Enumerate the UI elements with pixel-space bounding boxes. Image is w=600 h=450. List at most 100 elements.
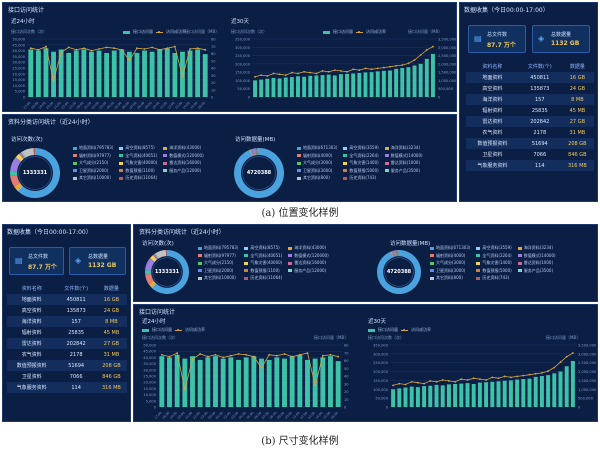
y2-tick-label: 1,000,000 bbox=[578, 388, 597, 392]
y2-tick-label: 70 bbox=[344, 351, 349, 355]
legend-swatch bbox=[119, 154, 124, 157]
bar bbox=[415, 387, 420, 407]
line-point bbox=[401, 64, 404, 66]
legend-swatch bbox=[384, 161, 389, 165]
x-tick-label: 12:00 bbox=[167, 101, 176, 110]
collect-panel-b: 数据收集（今日00:00-17:00） ▤ 总文件数 87.7 万个 ◈ 总数据… bbox=[2, 224, 131, 422]
table-row: 农气资料 2178 31 MB bbox=[21, 351, 120, 359]
bar bbox=[326, 74, 331, 97]
collect-table: 资料名称 文件数(个) 数据量 地面资料 450811 16 GB 高空资料 135873 24… bbox=[466, 61, 594, 171]
pie-slice bbox=[145, 270, 152, 275]
line-point bbox=[448, 380, 450, 382]
legend-swatch bbox=[384, 146, 389, 150]
pie-slice bbox=[250, 149, 254, 157]
x-tick-label: 14:00 bbox=[182, 101, 191, 110]
bar bbox=[51, 51, 56, 97]
x-tick-label: 01:00 bbox=[83, 101, 92, 110]
bar bbox=[134, 52, 140, 97]
bar bbox=[159, 356, 165, 407]
y-tick-label: 45,000 bbox=[12, 43, 25, 47]
line-point bbox=[392, 384, 394, 387]
legend-swatch bbox=[198, 246, 202, 250]
bar bbox=[403, 387, 408, 407]
line-point bbox=[466, 379, 469, 381]
legend-swatch bbox=[244, 269, 249, 272]
bar bbox=[157, 49, 163, 97]
card-files-b: ▤ 总文件数 87.7 万个 bbox=[9, 247, 64, 275]
pie-slice bbox=[14, 182, 23, 191]
line-point bbox=[166, 47, 169, 50]
bar bbox=[351, 73, 356, 97]
table-header: 资料名称 文件数(个) 数据量 bbox=[21, 286, 119, 292]
legend-item: 大气成分(3000) bbox=[430, 260, 470, 266]
y-tick-label: 5,000 bbox=[15, 90, 26, 94]
legend-swatch bbox=[244, 261, 249, 265]
x-tick-label: 15:00 bbox=[322, 411, 331, 420]
y2-tick-label: 20 bbox=[211, 81, 216, 85]
bar bbox=[320, 75, 325, 97]
port-panel-b: 接口访问统计 近24小时 近30天 接口访问量 访问成功率 接口访问量 访问成功… bbox=[133, 304, 598, 422]
legend-item: 高空资料(8575) bbox=[119, 145, 157, 151]
line-point bbox=[75, 48, 78, 51]
line-point bbox=[429, 380, 432, 382]
legend-swatch bbox=[297, 154, 301, 157]
bar bbox=[271, 77, 276, 97]
pie-slice bbox=[395, 250, 397, 257]
line-point bbox=[268, 353, 271, 356]
bar bbox=[412, 65, 417, 97]
legend-24h: 接口访问量 访问成功率 bbox=[123, 29, 186, 35]
x-tick-label: 03:00 bbox=[230, 411, 239, 420]
bar bbox=[400, 68, 405, 97]
bar bbox=[502, 380, 507, 407]
bar bbox=[363, 72, 368, 97]
line-point bbox=[143, 48, 146, 50]
legend-swatch bbox=[163, 154, 168, 157]
legend-item: 全气资料(40051) bbox=[119, 153, 157, 159]
pie-slice bbox=[17, 185, 23, 192]
legend-swatch bbox=[430, 261, 434, 265]
line-point bbox=[136, 47, 138, 50]
bar bbox=[539, 376, 544, 407]
line-point bbox=[206, 355, 209, 358]
x-tick-label: 00:00 bbox=[207, 411, 216, 420]
pie-slice bbox=[165, 250, 167, 257]
pie-inner-ring bbox=[242, 156, 276, 190]
line-point bbox=[419, 54, 422, 56]
pie-slice bbox=[257, 148, 259, 156]
bar bbox=[243, 357, 249, 407]
bar bbox=[202, 54, 208, 97]
legend-swatch bbox=[343, 154, 348, 157]
y2-tick-label: 1,500,000 bbox=[578, 379, 597, 383]
line-point bbox=[290, 71, 293, 74]
legend-swatch bbox=[288, 261, 293, 265]
x-tick-label: 05:00 bbox=[246, 411, 255, 420]
bar bbox=[274, 357, 280, 407]
line-point bbox=[407, 62, 410, 65]
bar bbox=[167, 357, 172, 407]
bar bbox=[289, 356, 295, 407]
y2-tick-label: 3,500,000 bbox=[578, 344, 597, 348]
category-panel-a: 资料分类访问统计（近24小时） 访问次数(次) 1333331 地面资料(795… bbox=[2, 114, 457, 202]
line-point bbox=[432, 45, 434, 48]
line-point bbox=[113, 47, 116, 50]
bar bbox=[142, 50, 147, 97]
y-tick-label: 300,000 bbox=[373, 352, 389, 356]
x-tick-label: 12:00 bbox=[299, 411, 308, 420]
file-icon: ▤ bbox=[474, 34, 482, 43]
bar bbox=[471, 383, 476, 407]
legend-item: 卫星资料(2000) bbox=[73, 168, 113, 174]
line-point bbox=[522, 374, 525, 377]
legend-swatch bbox=[517, 254, 522, 257]
legend-swatch bbox=[297, 161, 301, 165]
legend-30d: 接口访问量 访问成功率 bbox=[323, 29, 386, 35]
line-point bbox=[245, 353, 248, 356]
pie2-title: 访问数据量(MB) bbox=[235, 137, 276, 143]
line-point bbox=[82, 47, 85, 50]
bar bbox=[391, 389, 396, 407]
line-point bbox=[254, 75, 256, 78]
line-point bbox=[516, 375, 518, 378]
bar bbox=[440, 385, 445, 407]
table-row: 气象服务资料 114 316 MB bbox=[7, 382, 127, 393]
line-point bbox=[90, 49, 93, 52]
legend-swatch bbox=[476, 246, 481, 250]
